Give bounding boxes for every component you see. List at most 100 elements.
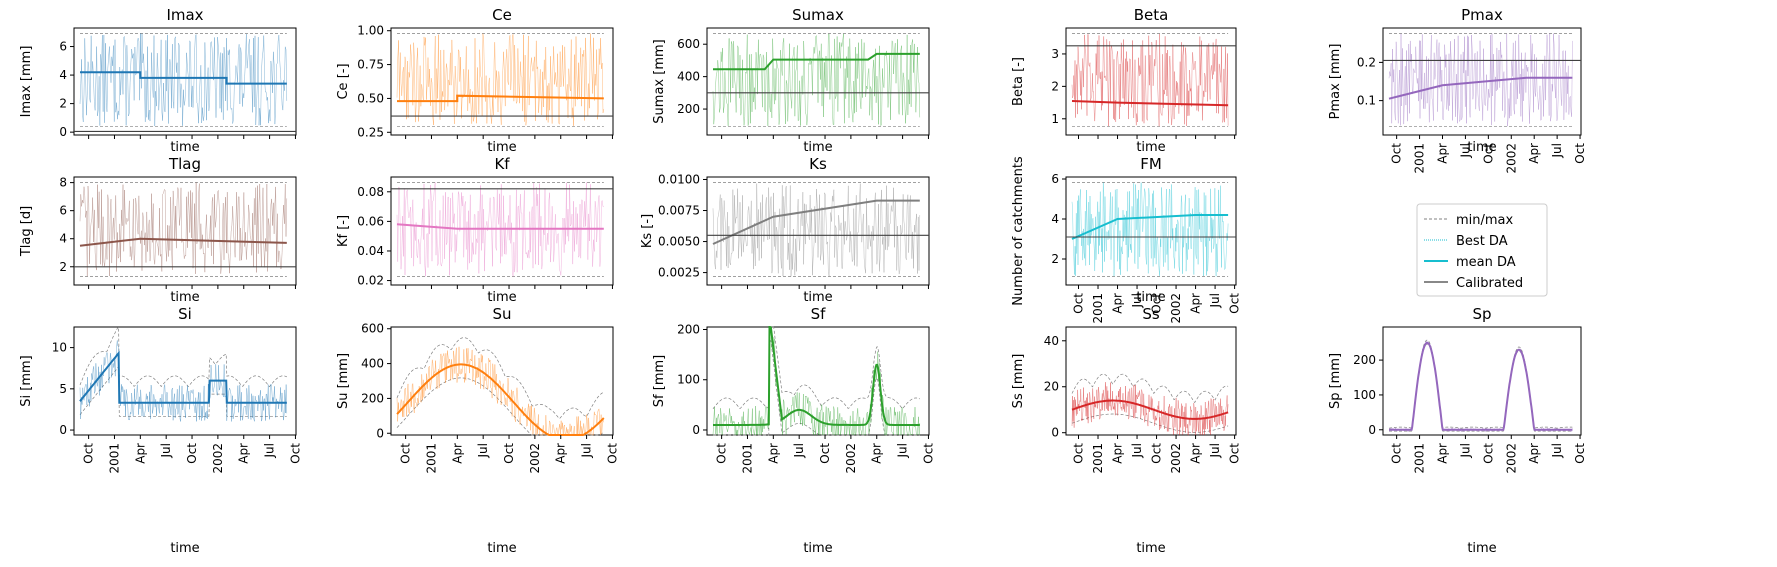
x-axis-label: time bbox=[1467, 541, 1496, 556]
y-tick-label: 2 bbox=[59, 260, 67, 274]
x-axis-label: time bbox=[803, 290, 832, 305]
best-da-trace bbox=[712, 33, 921, 127]
x-tick-label: 2002 bbox=[1504, 443, 1518, 474]
y-tick-label: 10 bbox=[52, 341, 67, 355]
x-tick-label: Jul bbox=[263, 443, 277, 458]
mean-da-line bbox=[1389, 341, 1573, 431]
x-tick-label: Oct bbox=[921, 443, 935, 464]
best-da-trace bbox=[79, 33, 288, 127]
x-tick-label: Oct bbox=[185, 443, 199, 464]
y-axis-label: Ce [-] bbox=[336, 63, 351, 99]
x-tick-label: Jul bbox=[1208, 443, 1222, 458]
mean-da-line bbox=[79, 350, 287, 404]
y-axis-label: Si [mm] bbox=[19, 355, 34, 406]
y-tick-label: 0 bbox=[376, 426, 384, 440]
y-tick-label: 6 bbox=[59, 40, 67, 54]
axes-frame bbox=[1382, 326, 1582, 436]
y-tick-label: 1.00 bbox=[357, 24, 384, 38]
axes-frame bbox=[73, 27, 297, 136]
axes-frame bbox=[390, 326, 614, 436]
x-tick-label: Oct bbox=[1072, 443, 1086, 464]
y-tick-label: 3 bbox=[1051, 47, 1059, 61]
max-line bbox=[1071, 373, 1229, 403]
x-tick-label: Jul bbox=[1458, 143, 1472, 158]
x-tick-label: Oct bbox=[1481, 443, 1495, 464]
y-tick-label: 0 bbox=[59, 125, 67, 139]
x-tick-label: Apr bbox=[554, 443, 568, 464]
best-da-trace bbox=[712, 326, 921, 436]
y-tick-label: 0.0100 bbox=[658, 172, 700, 186]
x-tick-label: Oct bbox=[502, 443, 516, 464]
y-axis-label: Number of catchments bbox=[1011, 156, 1026, 306]
x-tick-label: Jul bbox=[1130, 443, 1144, 458]
y-tick-label: 200 bbox=[1353, 353, 1376, 367]
x-tick-label: Apr bbox=[766, 443, 780, 464]
x-tick-label: Apr bbox=[237, 443, 251, 464]
x-tick-label: Oct bbox=[399, 443, 413, 464]
y-axis-label: Sumax [mm] bbox=[652, 39, 667, 123]
y-tick-label: 100 bbox=[1353, 388, 1376, 402]
y-tick-label: 0 bbox=[1051, 426, 1059, 440]
mean-da-line bbox=[713, 326, 920, 426]
panel-fm: 2 4 6 Oct 2001 Apr Jul Oct 2002 Apr Jul Oct FM time Nu… bbox=[1011, 155, 1242, 324]
x-axis-label: time bbox=[1136, 140, 1165, 155]
panel-title: FM bbox=[1140, 155, 1162, 173]
y-axis-label: Sf [mm] bbox=[652, 355, 667, 407]
panel-title: Ks bbox=[809, 155, 827, 173]
legend: min/max Best DA mean DA Calibrated bbox=[1416, 203, 1548, 297]
x-axis-label: time bbox=[170, 541, 199, 556]
y-axis-label: Ss [mm] bbox=[1011, 354, 1026, 409]
x-tick-label: Apr bbox=[1527, 443, 1541, 464]
x-tick-label: Jul bbox=[476, 443, 490, 458]
x-tick-label: Jul bbox=[1130, 293, 1144, 308]
y-tick-label: 0.25 bbox=[357, 125, 384, 139]
x-axis-label: time bbox=[1467, 140, 1496, 155]
panel-title: Si bbox=[178, 305, 192, 323]
x-tick-label: Oct bbox=[818, 443, 832, 464]
x-tick-label: Oct bbox=[605, 443, 619, 464]
y-tick-label: 4 bbox=[59, 68, 67, 82]
x-axis-label: time bbox=[1136, 290, 1165, 305]
y-tick-label: 5 bbox=[59, 382, 67, 396]
legend-label-best-da: Best DA bbox=[1456, 234, 1508, 249]
mean-da-line bbox=[1388, 76, 1573, 100]
best-da-trace bbox=[79, 182, 288, 277]
x-tick-label: 2002 bbox=[528, 443, 542, 474]
panel-title: Sumax bbox=[792, 6, 844, 24]
panel-title: Kf bbox=[494, 155, 510, 173]
x-tick-label: Apr bbox=[1189, 443, 1203, 464]
x-axis-label: time bbox=[803, 541, 832, 556]
x-tick-label: Apr bbox=[1435, 143, 1449, 164]
max-line bbox=[712, 326, 920, 410]
y-tick-label: 0.04 bbox=[357, 244, 384, 258]
x-tick-label: 2001 bbox=[107, 443, 121, 474]
panel-title: Ce bbox=[492, 6, 512, 24]
y-tick-label: 0.2 bbox=[1357, 55, 1376, 69]
y-axis-label: Imax [mm] bbox=[19, 46, 34, 118]
mean-da-line bbox=[396, 223, 604, 230]
x-tick-label: Oct bbox=[1390, 443, 1404, 464]
x-axis-label: time bbox=[1136, 541, 1165, 556]
y-tick-label: 8 bbox=[59, 176, 67, 190]
best-da-trace bbox=[1388, 33, 1573, 127]
x-tick-label: Apr bbox=[870, 443, 884, 464]
y-tick-label: 0.75 bbox=[357, 58, 384, 72]
mean-da-line bbox=[712, 199, 920, 245]
x-tick-label: Oct bbox=[1573, 143, 1587, 164]
mean-da-line bbox=[396, 363, 605, 436]
panel-imax: 0 2 4 6 Imax time Imax [mm] bbox=[19, 6, 297, 155]
max-line bbox=[396, 337, 604, 419]
x-tick-label: Jul bbox=[1550, 143, 1564, 158]
x-tick-label: 2002 bbox=[1504, 143, 1518, 174]
y-tick-label: 0.0075 bbox=[658, 204, 700, 218]
best-da-trace bbox=[396, 33, 605, 126]
x-tick-label: Apr bbox=[1189, 293, 1203, 314]
axes-frame bbox=[73, 326, 297, 436]
x-tick-label: Apr bbox=[1435, 443, 1449, 464]
y-tick-label: 0.02 bbox=[357, 274, 384, 288]
panel-si: 0 5 10 Oct 2001 Apr Jul Oct 2002 Apr Jul Oct Si time S… bbox=[19, 305, 302, 556]
x-tick-label: Oct bbox=[715, 443, 729, 464]
x-tick-label: 2002 bbox=[1169, 293, 1183, 324]
legend-label-mean-da: mean DA bbox=[1456, 255, 1516, 270]
